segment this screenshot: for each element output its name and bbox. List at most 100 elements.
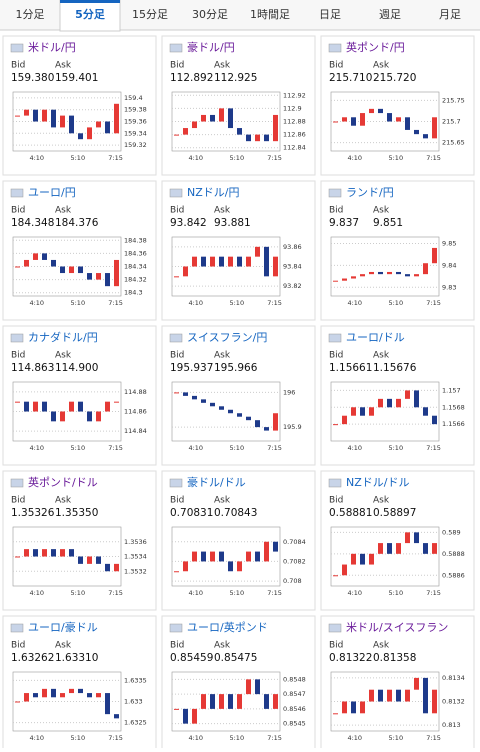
candle <box>405 117 410 130</box>
y-tick-label: 1.1568 <box>442 403 465 411</box>
candle <box>96 693 101 698</box>
flag <box>169 188 183 198</box>
bid-label: Bid <box>170 351 184 361</box>
pair-title[interactable]: ユーロ/円 <box>28 186 76 199</box>
bid-value: 112.892 <box>170 72 213 84</box>
candle <box>228 409 233 414</box>
bid-label: Bid <box>329 351 343 361</box>
flag <box>328 478 342 488</box>
candle <box>192 395 197 400</box>
ask-value: 195.966 <box>214 362 258 374</box>
panel <box>320 325 475 466</box>
bid-label: Bid <box>170 61 184 71</box>
y-tick-label: 0.813 <box>442 721 461 729</box>
candle <box>432 543 437 554</box>
candle <box>414 129 419 135</box>
candle <box>183 392 188 396</box>
bid-label: Bid <box>11 206 25 216</box>
tab-active-bar <box>60 0 120 3</box>
candle <box>219 256 224 267</box>
bid-value: 0.81322 <box>329 652 372 664</box>
candle <box>114 714 119 719</box>
y-tick-label: 93.82 <box>283 282 302 290</box>
bid-value: 184.348 <box>11 217 54 229</box>
candle <box>405 689 410 702</box>
candle <box>369 108 374 114</box>
candle <box>51 259 56 267</box>
tab[interactable]: 日足 <box>319 8 341 21</box>
panel <box>161 615 316 752</box>
x-tick-label: 5:10 <box>70 734 85 742</box>
candle <box>255 420 260 428</box>
bid-value: 93.842 <box>170 217 207 229</box>
pair-title[interactable]: 英ポンド/ドル <box>28 475 98 489</box>
x-tick-label: 7:15 <box>426 299 441 307</box>
pair-title[interactable]: ユーロ/豪ドル <box>28 620 98 634</box>
ask-value: 0.85475 <box>214 652 257 664</box>
candle <box>87 273 92 280</box>
pair-title[interactable]: 豪ドル/円 <box>187 40 235 54</box>
pair-title[interactable]: 豪ドル/ドル <box>187 475 246 489</box>
candle <box>342 415 347 425</box>
candle <box>87 411 92 422</box>
pair-title[interactable]: ユーロ/英ポンド <box>187 620 268 634</box>
flag <box>169 623 183 633</box>
candle <box>255 134 260 142</box>
ask-value: 112.925 <box>214 72 257 84</box>
bid-label: Bid <box>329 61 343 71</box>
bid-label: Bid <box>11 496 25 506</box>
candle <box>201 551 206 562</box>
ask-value: 1.15676 <box>373 362 417 374</box>
bid-value: 195.937 <box>170 362 213 374</box>
tab[interactable]: 15分足 <box>132 8 168 21</box>
pair-title[interactable]: カナダドル/円 <box>28 330 98 344</box>
candle <box>405 274 410 277</box>
candle <box>228 561 233 572</box>
candle <box>273 541 278 552</box>
chart-frame <box>330 236 440 297</box>
tab[interactable]: 30分足 <box>192 8 228 21</box>
y-tick-label: 196 <box>283 388 295 396</box>
tab[interactable]: 週足 <box>379 8 401 21</box>
pair-title[interactable]: 米ドル/スイスフラン <box>346 621 448 634</box>
candle <box>51 688 56 698</box>
candle <box>351 276 356 279</box>
candle <box>273 256 278 277</box>
pair-title[interactable]: スイスフラン/円 <box>187 331 267 344</box>
candle <box>273 694 278 709</box>
tab[interactable]: 5分足 <box>75 7 106 21</box>
flag <box>10 333 24 343</box>
ask-value: 0.81358 <box>373 652 416 664</box>
bid-value: 159.380 <box>11 72 54 84</box>
tab[interactable]: 月足 <box>439 8 461 21</box>
x-tick-label: 7:15 <box>108 589 123 597</box>
candle <box>87 127 92 140</box>
candle <box>264 541 269 562</box>
pair-title[interactable]: ランド/円 <box>346 186 394 199</box>
bid-label: Bid <box>11 641 25 651</box>
pair-title[interactable]: NZドル/円 <box>187 186 239 199</box>
flag <box>10 623 24 633</box>
y-tick-label: 1.3534 <box>124 553 147 561</box>
ask-value: 0.58897 <box>373 507 416 519</box>
x-tick-label: 4:10 <box>29 299 44 307</box>
tab[interactable]: 1分足 <box>16 8 45 21</box>
y-tick-label: 112.92 <box>283 91 306 99</box>
candle <box>69 115 74 134</box>
pair-title[interactable]: 米ドル/円 <box>28 41 76 54</box>
y-tick-label: 9.83 <box>442 283 456 291</box>
y-tick-label: 0.8547 <box>283 690 306 698</box>
x-tick-label: 4:10 <box>347 444 362 452</box>
panel <box>320 615 475 752</box>
bid-label: Bid <box>329 496 343 506</box>
candle <box>78 266 83 274</box>
pair-title[interactable]: ユーロ/ドル <box>346 331 405 344</box>
pair-title[interactable]: NZドル/ドル <box>346 476 409 489</box>
ask-label: Ask <box>55 61 72 71</box>
y-tick-label: 93.86 <box>283 243 302 251</box>
tab[interactable]: 1時間足 <box>250 8 290 21</box>
candle <box>264 134 269 142</box>
candle <box>42 401 47 412</box>
pair-title[interactable]: 英ポンド/円 <box>346 40 405 54</box>
